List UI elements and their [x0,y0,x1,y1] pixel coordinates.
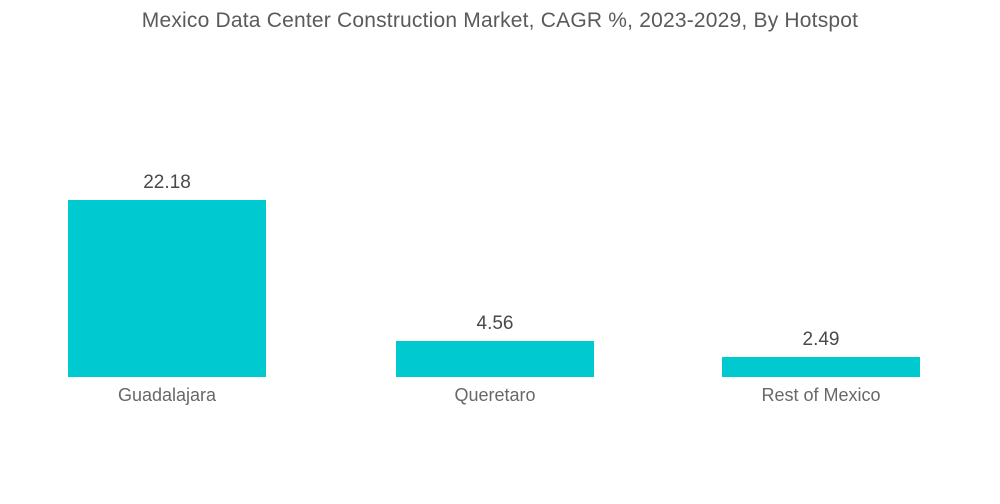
bar-stack: 4.56 [396,0,594,377]
chart-title: Mexico Data Center Construction Market, … [141,9,859,32]
category-label-queretaro: Queretaro [454,385,536,405]
bar-group-rest-of-mexico: 2.49 Rest of Mexico [722,0,920,406]
category-label-rest-of-mexico: Rest of Mexico [761,385,881,405]
bar-value-label: 4.56 [476,313,514,335]
bar-stack: 22.18 [68,0,266,377]
bar-stack: 2.49 [722,0,920,377]
category-label-guadalajara: Guadalajara [117,385,217,405]
bar-value-label: 22.18 [143,172,191,194]
bar-queretaro [396,341,594,377]
bar-group-queretaro: 4.56 Queretaro [396,0,594,406]
bar-guadalajara [68,200,266,377]
bar-rest-of-mexico [722,357,920,377]
bar-value-label: 2.49 [802,329,840,351]
bar-group-guadalajara: 22.18 Guadalajara [68,0,266,406]
